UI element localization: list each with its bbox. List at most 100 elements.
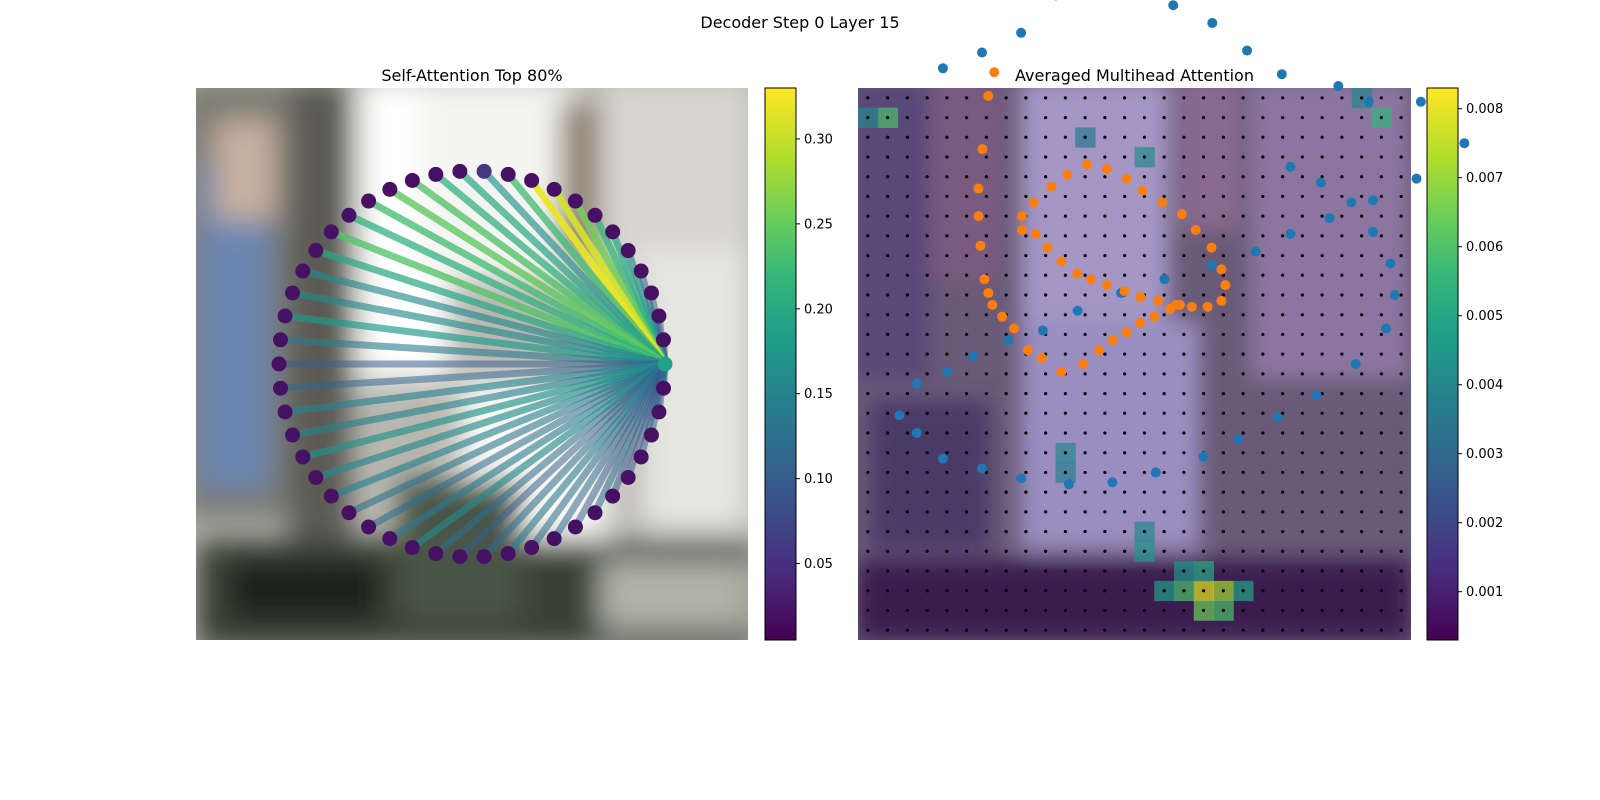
grid-dot	[1320, 115, 1324, 120]
grid-dot	[1004, 411, 1008, 415]
grid-dot	[1261, 470, 1265, 475]
attention-line	[281, 360, 669, 416]
grid-dot	[1241, 431, 1245, 435]
grid-dot	[1044, 155, 1048, 159]
grid-dot	[1281, 155, 1285, 159]
colorbar-tick-label: 0.10	[804, 472, 833, 487]
blue-point	[1368, 226, 1379, 237]
blue-point	[1350, 359, 1361, 369]
grid-dot	[1162, 569, 1166, 573]
grid-dot	[965, 391, 969, 396]
grid-dot	[1360, 155, 1364, 159]
grid-dot	[1241, 470, 1245, 475]
grid-dot	[886, 293, 890, 297]
grid-dot	[1004, 569, 1008, 573]
grid-dot	[905, 490, 909, 494]
grid-dot	[1261, 372, 1265, 376]
grid-dot	[1202, 470, 1206, 475]
grid-dot	[1281, 411, 1285, 415]
blue-point	[1333, 81, 1344, 92]
blue-point	[1107, 477, 1118, 488]
grid-dot	[1399, 175, 1403, 179]
grid-dot	[1103, 234, 1107, 238]
grid-dot	[1221, 234, 1225, 238]
grid-dot	[1221, 589, 1225, 593]
grid-dot	[1004, 175, 1008, 179]
attention-line	[365, 197, 669, 368]
grid-dot	[1340, 431, 1344, 435]
right-panel-title: Averaged Multihead Attention	[1015, 66, 1254, 85]
grid-dot	[1320, 549, 1324, 553]
grid-dot	[1300, 175, 1304, 179]
grid-dot	[866, 332, 870, 337]
grid-dot	[1083, 529, 1087, 534]
grid-dot	[1202, 391, 1206, 396]
grid-dot	[1044, 608, 1048, 613]
grid-dot	[1281, 273, 1285, 277]
grid-dot	[984, 451, 988, 455]
blue-point	[1207, 17, 1218, 28]
grid-dot	[1379, 313, 1383, 317]
grid-dot	[1261, 569, 1265, 573]
attention-node	[651, 404, 667, 420]
grid-dot	[1340, 115, 1344, 120]
grid-dot	[1300, 490, 1304, 494]
grid-dot	[1083, 451, 1087, 455]
grid-dot	[1340, 451, 1344, 455]
attention-node	[308, 243, 324, 259]
grid-dot	[1241, 510, 1245, 514]
grid-dot	[1083, 411, 1087, 415]
grid-dot	[1044, 470, 1048, 475]
grid-dot	[945, 589, 949, 593]
left-colorbar-ticks: 0.05 0.10 0.15 0.20 0.25 0.30	[796, 132, 833, 572]
grid-dot	[1103, 490, 1107, 494]
grid-dot	[1063, 431, 1067, 435]
grid-dot	[905, 194, 909, 199]
attention-line	[345, 211, 669, 368]
grid-dot	[905, 411, 909, 415]
blue-point	[1242, 45, 1253, 56]
attention-node	[587, 505, 603, 521]
attention-node	[500, 166, 516, 182]
grid-dot	[984, 332, 988, 337]
attention-node	[633, 449, 649, 465]
orange-point	[973, 211, 984, 222]
grid-dot	[1142, 470, 1146, 475]
grid-dot	[1399, 332, 1403, 337]
orange-point	[1082, 159, 1093, 170]
grid-dot	[1340, 175, 1344, 179]
colorbar-tick-label: 0.25	[804, 217, 833, 232]
grid-dot	[1320, 135, 1324, 139]
orange-point	[1119, 286, 1130, 297]
grid-dot	[1221, 115, 1225, 120]
grid-dot	[866, 175, 870, 179]
grid-dot	[1261, 529, 1265, 534]
grid-dot	[1162, 214, 1166, 218]
grid-dot	[925, 273, 929, 277]
grid-dot	[1399, 214, 1403, 218]
grid-dot	[1221, 155, 1225, 159]
grid-dot	[1379, 431, 1383, 435]
grid-dot	[1281, 253, 1285, 258]
grid-dot	[1241, 253, 1245, 258]
grid-dot	[1063, 135, 1067, 139]
grid-dot	[1044, 431, 1048, 435]
orange-point	[1157, 197, 1168, 208]
grid-dot	[1379, 234, 1383, 238]
grid-dot	[1261, 510, 1265, 514]
grid-dot	[1044, 372, 1048, 376]
grid-dot	[1063, 529, 1067, 534]
grid-dot	[1360, 589, 1364, 593]
grid-dot	[1024, 313, 1028, 317]
grid-dot	[1281, 451, 1285, 455]
grid-dot	[1320, 589, 1324, 593]
grid-dot	[886, 589, 890, 593]
grid-dot	[866, 135, 870, 139]
attention-line	[312, 247, 669, 368]
grid-dot	[1182, 589, 1186, 593]
grid-dot	[1083, 115, 1087, 120]
grid-dot	[1083, 135, 1087, 139]
grid-dot	[1399, 135, 1403, 139]
grid-dot	[1182, 411, 1186, 415]
grid-dot	[1063, 96, 1067, 100]
